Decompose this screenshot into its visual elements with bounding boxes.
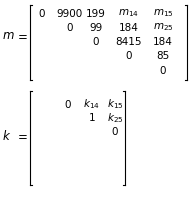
Text: 0: 0 [64, 99, 71, 110]
Text: $k_{15}$: $k_{15}$ [107, 98, 123, 111]
Text: $k_{25}$: $k_{25}$ [107, 111, 123, 125]
Text: 184: 184 [153, 37, 173, 47]
Text: 9900: 9900 [56, 9, 83, 19]
Text: $k$: $k$ [2, 129, 11, 143]
Text: 199: 199 [86, 9, 105, 19]
Text: $k_{14}$: $k_{14}$ [83, 98, 100, 111]
Text: 99: 99 [89, 23, 102, 33]
Text: 0: 0 [92, 37, 99, 47]
Text: 85: 85 [157, 51, 170, 61]
Text: 0: 0 [38, 9, 45, 19]
Text: 1: 1 [88, 113, 95, 123]
Text: 0: 0 [160, 66, 166, 76]
Text: $=$: $=$ [15, 129, 28, 142]
Text: 0: 0 [112, 127, 118, 137]
Text: $m_{25}$: $m_{25}$ [153, 22, 174, 33]
Text: $m_{14}$: $m_{14}$ [118, 8, 139, 19]
Text: $m_{15}$: $m_{15}$ [153, 8, 174, 19]
Text: 0: 0 [66, 23, 73, 33]
Text: $m$: $m$ [2, 29, 14, 42]
Text: 8415: 8415 [115, 37, 142, 47]
Text: 184: 184 [119, 23, 138, 33]
Text: $=$: $=$ [15, 29, 28, 42]
Text: 0: 0 [125, 51, 132, 61]
